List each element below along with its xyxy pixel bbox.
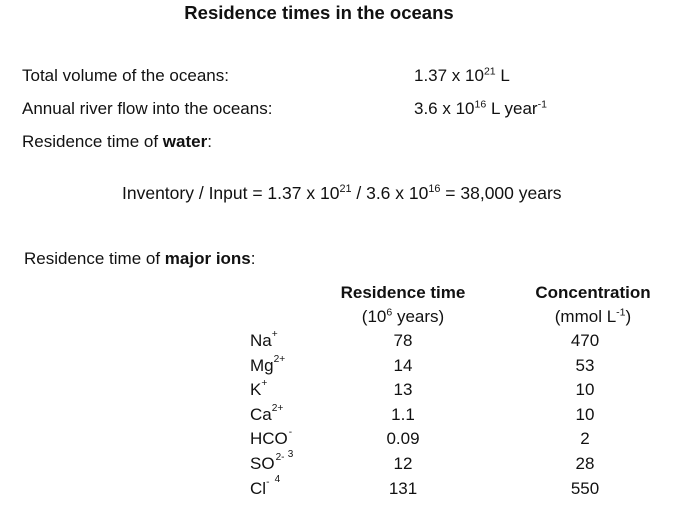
ion-sub-super: -3 [288, 427, 298, 460]
ions-heading: Residence time of major ions: [24, 249, 256, 269]
residence-water-suffix: : [207, 132, 212, 151]
concentration-title: Concentration [535, 283, 651, 302]
residence-time-cell: 0.09 [386, 429, 420, 448]
river-flow-unit: L year [486, 99, 538, 118]
page-title: Residence times in the oceans [184, 2, 454, 23]
ion-formula: Ca2+ [250, 403, 284, 425]
residence-time-header: Residence time (106 years) [323, 283, 483, 327]
concentration-header: Concentration (mmol L-1) [513, 283, 673, 327]
residence-time-unit: (106 years) [323, 307, 483, 327]
concentration-unit-post: ) [625, 307, 632, 326]
ion-sub-super: 2- 4 [275, 452, 285, 485]
ion-charge: - [288, 427, 293, 438]
formula-part2: / 3.6 x 10 [351, 183, 429, 203]
river-flow-exponent: 16 [474, 98, 487, 111]
ion-subscript: 4 [274, 474, 281, 485]
ions-heading-bold: major ions [164, 249, 251, 268]
ion-formula: Na+ [250, 329, 278, 351]
residence-time-cell: 78 [393, 331, 413, 350]
ion-symbol: K [250, 380, 262, 399]
concentration-cell: 470 [570, 331, 600, 350]
residence-time-title: Residence time [340, 283, 466, 302]
total-volume-exponent: 21 [483, 65, 496, 78]
residence-time-cell: 131 [388, 479, 418, 498]
ion-symbol: Ca [250, 405, 272, 424]
concentration-unit-exp: -1 [616, 306, 626, 319]
concentration-cell: 550 [570, 479, 600, 498]
total-volume-value: 1.37 x 1021 L [414, 66, 510, 86]
formula-part3: = 38,000 years [440, 183, 562, 203]
ion-charge: - [266, 477, 270, 489]
total-volume-label: Total volume of the oceans: [22, 66, 229, 85]
ion-charge: 2- [275, 452, 285, 463]
ions-heading-suffix: : [250, 249, 256, 268]
residence-unit-exp: 6 [386, 306, 393, 319]
concentration-unit: (mmol L-1) [513, 307, 673, 327]
concentration-cell: 28 [575, 454, 595, 473]
formula-exp2: 16 [428, 183, 441, 196]
concentration-unit-pre: (mmol L [554, 307, 617, 326]
ion-formula: HCO -3 [250, 427, 298, 460]
total-volume-unit: L [495, 66, 510, 85]
residence-unit-pre: (10 [361, 307, 387, 326]
ion-charge: + [271, 329, 278, 341]
total-volume-mantissa: 1.37 x 10 [414, 66, 484, 85]
ion-symbol: Mg [250, 356, 274, 375]
concentration-cell: 53 [575, 356, 595, 375]
river-flow-unit-exponent: -1 [537, 98, 547, 111]
formula-part1: Inventory / Input = 1.37 x 10 [122, 183, 340, 203]
river-flow-label: Annual river flow into the oceans: [22, 99, 273, 118]
ion-formula: SO 2- 4 [250, 452, 285, 485]
residence-formula: Inventory / Input = 1.37 x 1021 / 3.6 x … [122, 183, 562, 204]
residence-time-cell: 13 [393, 380, 413, 399]
ion-symbol: HCO [250, 429, 288, 448]
ion-charge: + [261, 378, 268, 390]
ion-formula: Mg2+ [250, 354, 286, 376]
concentration-cell: 2 [580, 429, 590, 448]
concentration-cell: 10 [575, 405, 595, 424]
residence-time-cell: 1.1 [391, 405, 415, 424]
river-flow-mantissa: 3.6 x 10 [414, 99, 475, 118]
residence-time-cell: 14 [393, 356, 413, 375]
ion-symbol: Cl [250, 479, 267, 498]
ion-charge: 2+ [273, 354, 286, 366]
residence-water-label: Residence time of water: [22, 132, 212, 152]
concentration-cell: 10 [575, 380, 595, 399]
ion-formula: K+ [250, 378, 268, 400]
ions-heading-prefix: Residence time of [24, 249, 165, 268]
ion-symbol: SO [250, 454, 275, 473]
residence-water-bold: water [162, 132, 208, 151]
ion-symbol: Na [250, 331, 272, 350]
ion-formula: Cl- [250, 477, 270, 499]
river-flow-value: 3.6 x 1016 L year-1 [414, 99, 547, 119]
ion-charge: 2+ [271, 403, 284, 415]
ion-subscript: 3 [287, 449, 294, 460]
residence-time-cell: 12 [393, 454, 413, 473]
residence-water-prefix: Residence time of [22, 132, 163, 151]
residence-unit-post: years) [392, 307, 445, 326]
formula-exp1: 21 [339, 183, 352, 196]
